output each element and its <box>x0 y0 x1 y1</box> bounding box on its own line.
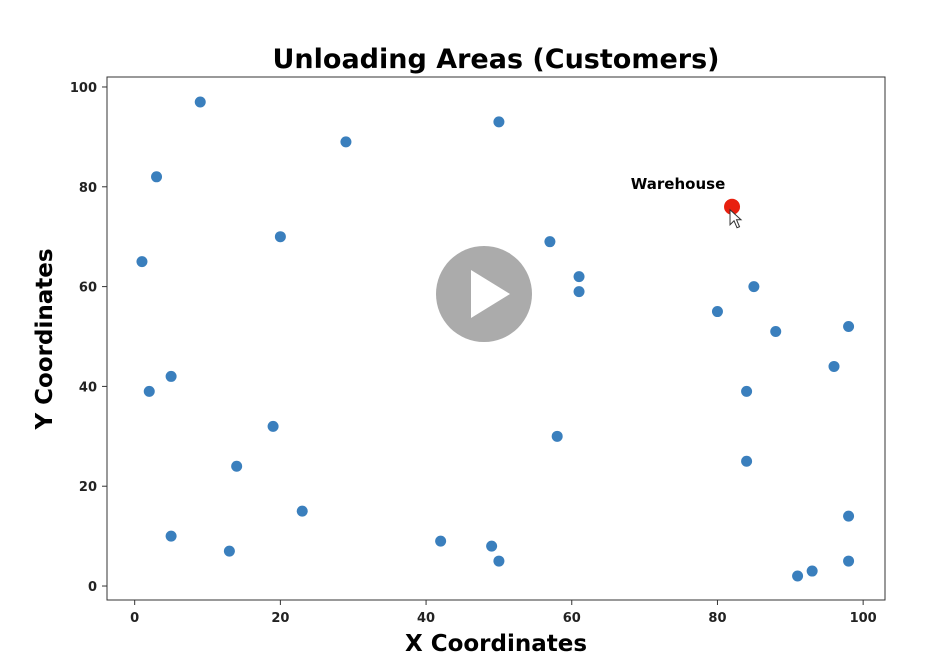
data-point <box>551 430 563 442</box>
data-point <box>493 555 505 567</box>
data-point <box>828 360 840 372</box>
data-point <box>748 281 760 293</box>
data-point <box>711 306 723 318</box>
data-point <box>340 136 352 148</box>
y-tick-label: 60 <box>79 281 97 296</box>
data-point <box>231 460 243 472</box>
data-point <box>267 420 279 432</box>
data-point <box>151 171 163 183</box>
data-point <box>435 535 447 547</box>
y-axis-label: Y Coordinates <box>32 248 58 430</box>
data-point <box>165 370 177 382</box>
x-tick-label: 60 <box>563 611 581 626</box>
axis-ticks: 0 20 40 60 80 100 0 20 40 60 80 100 <box>70 81 877 626</box>
x-tick-label: 0 <box>130 611 139 626</box>
data-point <box>843 510 855 522</box>
data-point <box>843 321 855 333</box>
x-tick-label: 80 <box>708 611 726 626</box>
data-point <box>741 455 753 467</box>
x-axis-label: X Coordinates <box>405 631 587 657</box>
warehouse-label: Warehouse <box>631 175 725 193</box>
y-tick-label: 80 <box>79 181 97 196</box>
data-point <box>544 236 556 248</box>
data-point <box>843 555 855 567</box>
pointer-cursor-shape <box>729 208 743 229</box>
x-tick-label: 20 <box>271 611 289 626</box>
data-point <box>296 505 308 517</box>
data-point <box>136 256 148 268</box>
data-point <box>194 96 206 108</box>
y-tick-label: 0 <box>88 580 97 595</box>
data-point <box>165 530 177 542</box>
y-tick-label: 100 <box>70 81 97 96</box>
pointer-cursor-icon <box>729 208 743 229</box>
play-button[interactable] <box>436 246 532 342</box>
y-tick-label: 20 <box>79 480 97 495</box>
data-point <box>770 326 782 338</box>
data-points <box>136 96 855 582</box>
chart-title: Unloading Areas (Customers) <box>273 44 720 75</box>
data-point <box>806 565 818 577</box>
data-point <box>143 385 155 397</box>
y-tick-label: 40 <box>79 380 97 395</box>
data-point <box>573 271 585 283</box>
data-point <box>741 385 753 397</box>
annotations: Warehouse <box>631 175 741 215</box>
data-point <box>493 116 505 128</box>
warehouse-point <box>724 198 741 215</box>
data-point <box>792 570 804 582</box>
data-point <box>223 545 235 557</box>
plot-area-frame <box>106 76 886 601</box>
data-point <box>274 231 286 243</box>
data-point <box>573 286 585 298</box>
x-tick-label: 40 <box>417 611 435 626</box>
play-icon <box>471 270 510 318</box>
data-point <box>486 540 498 552</box>
x-tick-label: 100 <box>850 611 877 626</box>
